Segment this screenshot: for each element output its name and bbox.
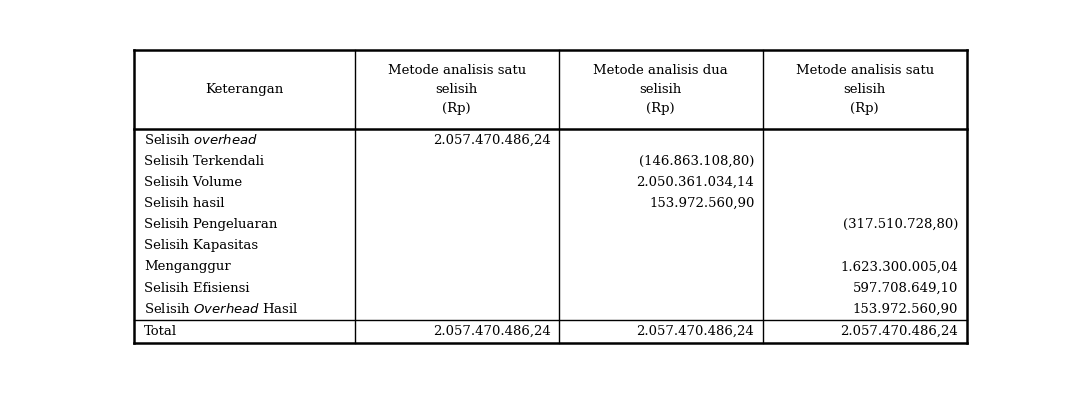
Text: Selisih Pengeluaran: Selisih Pengeluaran — [144, 218, 277, 231]
Text: 2.057.470.486,24: 2.057.470.486,24 — [841, 325, 958, 338]
Text: Selisih $\it{overhead}$: Selisih $\it{overhead}$ — [144, 133, 258, 147]
Text: 2.057.470.486,24: 2.057.470.486,24 — [637, 325, 754, 338]
Text: (317.510.728,80): (317.510.728,80) — [843, 218, 958, 231]
Text: Selisih Volume: Selisih Volume — [144, 176, 243, 189]
Text: Menganggur: Menganggur — [144, 260, 231, 274]
Text: Metode analisis satu
selisih
(Rp): Metode analisis satu selisih (Rp) — [796, 64, 933, 115]
Text: Selisih Kapasitas: Selisih Kapasitas — [144, 239, 259, 252]
Text: Keterangan: Keterangan — [205, 83, 284, 96]
Text: 153.972.560,90: 153.972.560,90 — [853, 303, 958, 316]
Text: 597.708.649,10: 597.708.649,10 — [853, 282, 958, 295]
Text: 2.057.470.486,24: 2.057.470.486,24 — [433, 325, 550, 338]
Text: Metode analisis dua
selisih
(Rp): Metode analisis dua selisih (Rp) — [593, 64, 728, 115]
Text: Metode analisis satu
selisih
(Rp): Metode analisis satu selisih (Rp) — [388, 64, 526, 115]
Text: (146.863.108,80): (146.863.108,80) — [639, 155, 754, 168]
Text: 2.050.361.034,14: 2.050.361.034,14 — [637, 176, 754, 189]
Text: Total: Total — [144, 325, 177, 338]
Text: Selisih Efisiensi: Selisih Efisiensi — [144, 282, 250, 295]
Text: Selisih hasil: Selisih hasil — [144, 197, 224, 210]
Text: 2.057.470.486,24: 2.057.470.486,24 — [433, 133, 550, 146]
Text: 153.972.560,90: 153.972.560,90 — [649, 197, 754, 210]
Text: Selisih Terkendali: Selisih Terkendali — [144, 155, 264, 168]
Text: Selisih $\it{Overhead}$ Hasil: Selisih $\it{Overhead}$ Hasil — [144, 302, 299, 316]
Text: 1.623.300.005,04: 1.623.300.005,04 — [841, 260, 958, 274]
